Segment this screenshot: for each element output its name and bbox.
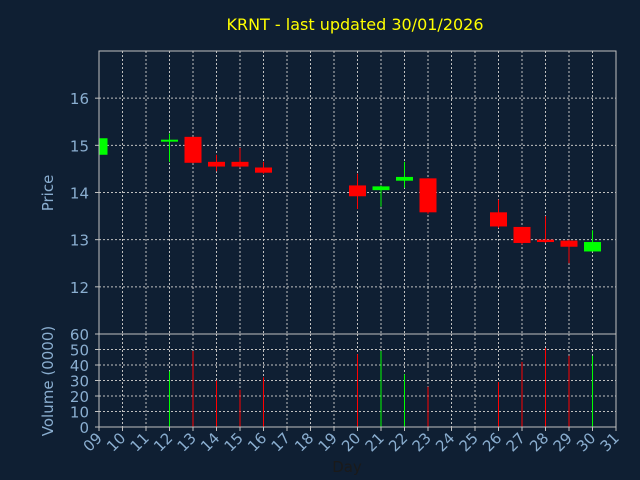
price-tick-label: 12 xyxy=(70,279,89,297)
x-tick-label: 18 xyxy=(291,429,317,455)
x-tick-label: 10 xyxy=(103,429,129,455)
candle-body xyxy=(372,186,390,191)
x-tick-label: 16 xyxy=(244,429,270,455)
price-tick-label: 13 xyxy=(70,232,89,250)
volume-tick-label: 60 xyxy=(70,326,89,344)
volume-axis-label: Volume (0000) xyxy=(39,326,57,436)
x-tick-label: 17 xyxy=(268,429,294,455)
volume-tick-label: 50 xyxy=(70,342,89,360)
volume-tick-label: 10 xyxy=(70,404,89,422)
x-tick-label: 30 xyxy=(573,429,599,455)
volume-tick-label: 40 xyxy=(70,357,89,375)
chart-title: KRNT - last updated 30/01/2026 xyxy=(226,15,483,34)
volume-panel-frame xyxy=(98,333,617,428)
x-tick-label: 15 xyxy=(221,429,247,455)
x-tick-label: 28 xyxy=(526,429,552,455)
price-tick-label: 15 xyxy=(70,137,89,155)
price-axis-label: Price xyxy=(39,175,57,212)
candle-body xyxy=(396,176,413,181)
volume-tick-label: 30 xyxy=(70,373,89,391)
x-tick-label: 29 xyxy=(550,429,576,455)
candle-body xyxy=(184,136,202,163)
candle-body xyxy=(560,240,578,247)
price-tick-label: 16 xyxy=(70,90,89,108)
x-tick-label: 25 xyxy=(456,429,482,455)
candle-body xyxy=(208,161,225,167)
candle-body xyxy=(349,185,366,197)
price-tick-label: 14 xyxy=(70,185,89,203)
candle-body xyxy=(99,138,108,155)
candle-body xyxy=(584,242,601,252)
x-axis-label: Day xyxy=(332,458,362,476)
x-tick-label: 26 xyxy=(479,429,505,455)
candle-body xyxy=(513,226,531,243)
x-tick-label: 11 xyxy=(127,429,153,455)
x-axis-ticks: 0910111213141516171819202122232425262728… xyxy=(80,427,623,455)
x-tick-label: 24 xyxy=(432,429,458,455)
candle-body xyxy=(419,178,437,213)
price-y-ticks: 12 13 14 15 16 xyxy=(70,90,99,297)
candle-body xyxy=(537,239,554,243)
candle-body xyxy=(161,139,178,142)
volume-tick-label: 20 xyxy=(70,388,89,406)
x-tick-label: 19 xyxy=(315,429,341,455)
candle-body xyxy=(490,212,507,227)
volume-bars xyxy=(169,347,593,427)
x-tick-label: 31 xyxy=(597,429,623,455)
x-tick-label: 22 xyxy=(385,429,411,455)
x-tick-label: 14 xyxy=(197,429,223,455)
volume-tick-label: 0 xyxy=(79,419,89,437)
candle-body xyxy=(231,161,249,167)
x-tick-label: 21 xyxy=(362,429,388,455)
x-tick-label: 23 xyxy=(409,429,435,455)
candlesticks xyxy=(98,133,601,264)
candle-body xyxy=(255,167,272,173)
x-tick-label: 12 xyxy=(150,429,176,455)
x-tick-label: 13 xyxy=(174,429,200,455)
x-tick-label: 27 xyxy=(503,429,529,455)
x-tick-label: 20 xyxy=(338,429,364,455)
